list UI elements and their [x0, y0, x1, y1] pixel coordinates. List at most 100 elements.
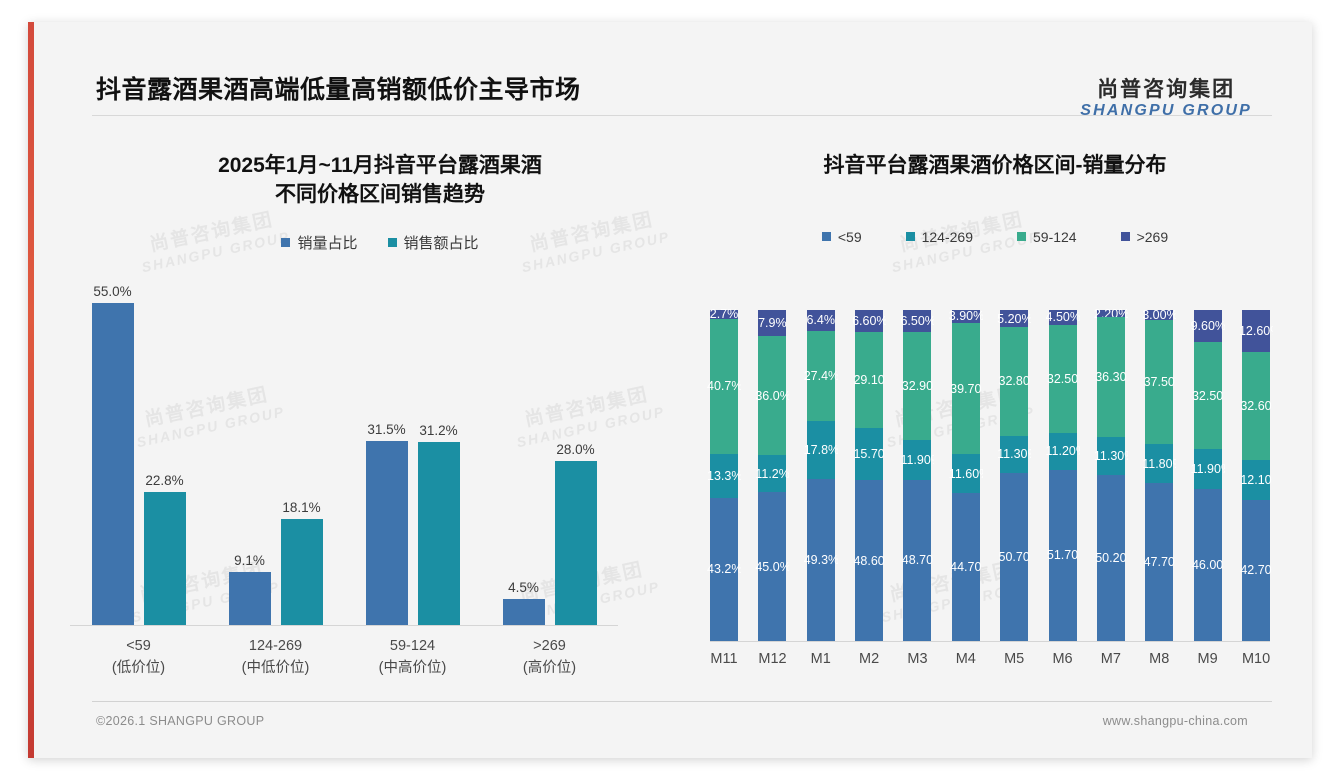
stacked-bar-segment[interactable]: 29.10 [853, 331, 885, 429]
stacked-bar-segment[interactable]: 3.90% [949, 309, 983, 323]
stacked-bar-segment[interactable]: 3.00% [1142, 308, 1176, 322]
stacked-bar-segment[interactable]: 32.60 [1240, 351, 1272, 460]
bar-column[interactable]: 31.2% [417, 274, 460, 625]
stacked-bar-segment[interactable]: 15.70 [853, 428, 885, 481]
stacked-bar-segment[interactable]: 43.2% [707, 497, 741, 641]
stacked-bar-segment[interactable]: 46.00 [1192, 488, 1223, 641]
right-chart-title: 抖音平台露酒果酒价格区间-销量分布 [823, 154, 1167, 177]
stacked-segment-value-label: 15.70 [853, 447, 885, 462]
stacked-bar[interactable]: 3.90% 39.70 11.60% 44.70 [949, 309, 983, 641]
bar-column[interactable]: 9.1% [228, 274, 271, 625]
bar[interactable] [280, 519, 323, 625]
stacked-bar-segment[interactable]: 6.60% [852, 310, 887, 332]
bar[interactable] [365, 440, 408, 625]
stacked-bar[interactable]: 6.50% 32.90 11.90% 48.70 [900, 310, 934, 641]
stacked-segment-value-label: 37.50 [1143, 374, 1175, 389]
stacked-bar-segment[interactable]: 4.50% [1046, 310, 1080, 325]
bar-column[interactable]: 55.0% [91, 274, 134, 625]
stacked-bar-segment[interactable]: 13.3% [707, 453, 741, 498]
x-axis-tick: M2 [859, 651, 880, 667]
stacked-segment-value-label: 27.4% [803, 368, 838, 383]
bar[interactable] [143, 491, 186, 625]
stacked-bar[interactable]: 6.4% 27.4% 17.8% 49.3% [803, 310, 838, 641]
legend-swatch-icon [281, 237, 291, 247]
bar[interactable] [554, 461, 597, 625]
stacked-bar-segment[interactable]: 6.4% [806, 310, 835, 331]
stacked-bar-segment[interactable]: 39.70 [950, 322, 981, 455]
stacked-bar-segment[interactable]: 6.50% [900, 310, 934, 332]
stacked-bar-segment[interactable]: 11.30% [997, 435, 1031, 474]
bar-column[interactable]: 28.0% [554, 274, 597, 625]
stacked-segment-value-label: 11.90% [1190, 462, 1225, 477]
bar-column[interactable]: 22.8% [143, 274, 186, 625]
bar[interactable] [91, 303, 134, 625]
stacked-bar-segment[interactable]: 11.90% [1190, 449, 1225, 489]
stacked-bar-segment[interactable]: 50.70 [999, 473, 1030, 641]
stacked-bar-segment[interactable]: 32.50 [1047, 324, 1078, 433]
stacked-bar-segment[interactable]: 9.60% [1191, 310, 1225, 342]
legend-item[interactable]: 59-124 [1017, 229, 1077, 245]
stacked-bar-segment[interactable]: 37.50 [1143, 319, 1175, 445]
stacked-bar[interactable]: 2.20% 36.30 11.30% 50.20 [1094, 307, 1128, 641]
stacked-bar[interactable]: 2.7% 40.7% 13.3% 43.2% [707, 307, 741, 641]
stacked-bar-segment[interactable]: 2.20% [1094, 307, 1128, 321]
stacked-bar-segment[interactable]: 42.70 [1240, 499, 1272, 641]
stacked-bar-segment[interactable]: 45.0% [755, 492, 789, 641]
stacked-bar-segment[interactable]: 51.70 [1047, 469, 1078, 641]
legend-item[interactable]: <59 [821, 229, 862, 245]
legend-item[interactable]: 销量占比 [281, 232, 358, 253]
stacked-bar-segment[interactable]: 17.8% [804, 420, 838, 480]
bar[interactable] [502, 598, 545, 625]
stacked-bar-segment[interactable]: 36.30 [1095, 317, 1127, 438]
stacked-bar-segment[interactable]: 11.30% [1094, 437, 1128, 475]
stacked-bar-segment[interactable]: 7.9% [758, 310, 787, 337]
bar-column[interactable]: 4.5% [502, 274, 545, 625]
stacked-bar-segment[interactable]: 27.4% [803, 330, 838, 421]
stacked-segment-value-label: 40.7% [707, 379, 741, 394]
legend-item[interactable]: 124-269 [905, 229, 973, 245]
stacked-bar-segment[interactable]: 12.10 [1240, 459, 1272, 500]
stacked-bar-segment[interactable]: 32.80 [999, 327, 1030, 436]
right-chart-panel: 抖音平台露酒果酒价格区间-销量分布 <59 124-269 59-124 >269 [700, 132, 1290, 692]
stacked-bar-segment[interactable]: 47.70 [1144, 483, 1175, 641]
bar-column[interactable]: 31.5% [365, 274, 408, 625]
stacked-bar[interactable]: 9.60% 32.50 11.90% 46.00 [1190, 310, 1225, 641]
logo-english-text: SHANGPU GROUP [1080, 101, 1252, 119]
x-axis-tick: <59 (低价位) [80, 627, 198, 680]
stacked-bar-segment[interactable]: 11.90% [900, 440, 934, 480]
stacked-bar[interactable]: 7.9% 36.0% 11.2% 45.0% [755, 310, 789, 641]
stacked-bar-segment[interactable]: 44.70 [950, 492, 981, 641]
grouped-bar-chart: 55.0% 22.8% 9.1% 18.1% 31.5% 31.2% 4.5% 28.0% <… [70, 274, 618, 676]
stacked-bar-segment[interactable]: 50.20 [1095, 474, 1127, 641]
stacked-bar-segment[interactable]: 11.60% [949, 454, 983, 493]
stacked-bar-segment[interactable]: 32.50 [1192, 341, 1223, 450]
stacked-bar-segment[interactable]: 40.7% [707, 318, 741, 454]
stacked-bar-segment[interactable]: 5.20% [997, 310, 1031, 328]
stacked-bar[interactable]: 3.00% 37.50 11.80% 47.70 [1142, 308, 1176, 641]
stacked-bar[interactable]: 5.20% 32.80 11.30% 50.70 [997, 310, 1031, 641]
stacked-bar-segment[interactable]: 11.20% [1046, 432, 1080, 470]
stacked-bar-segment[interactable]: 11.2% [755, 455, 789, 493]
stacked-bar-segment[interactable]: 32.90 [902, 331, 933, 441]
bar-column[interactable]: 18.1% [280, 274, 323, 625]
stacked-bar[interactable]: 4.50% 32.50 11.20% 51.70 [1046, 310, 1080, 641]
legend-item[interactable]: >269 [1120, 229, 1168, 245]
stacked-bar-segment[interactable]: 12.60% [1239, 310, 1273, 352]
stacked-bar[interactable]: 12.60% 32.60 12.10 42.70 [1239, 310, 1273, 641]
stacked-bar-segment[interactable]: 48.60 [853, 480, 885, 641]
stacked-bar-segment[interactable]: 11.80% [1142, 444, 1176, 484]
stacked-bar-segment[interactable]: 48.70 [902, 479, 933, 641]
stacked-bar[interactable]: 6.60% 29.10 15.70 48.60 [852, 310, 887, 641]
stacked-bar-segment[interactable]: 49.3% [804, 479, 838, 641]
legend-item[interactable]: 销售额占比 [387, 232, 479, 253]
bar-value-label: 22.8% [145, 472, 184, 488]
left-chart-title-line2: 不同价格区间销售趋势 [275, 182, 485, 206]
stacked-bar-segment[interactable]: 36.0% [755, 336, 789, 456]
brand-logo: 尚普咨询集团 SHANGPU GROUP [1080, 78, 1252, 119]
stacked-segment-value-label: 6.60% [852, 313, 887, 328]
bar[interactable] [228, 571, 271, 625]
x-axis-tick: M12 [758, 651, 787, 667]
stacked-bar-segment[interactable]: 2.7% [710, 307, 739, 321]
bar[interactable] [417, 442, 460, 625]
bar-value-label: 18.1% [282, 500, 321, 516]
